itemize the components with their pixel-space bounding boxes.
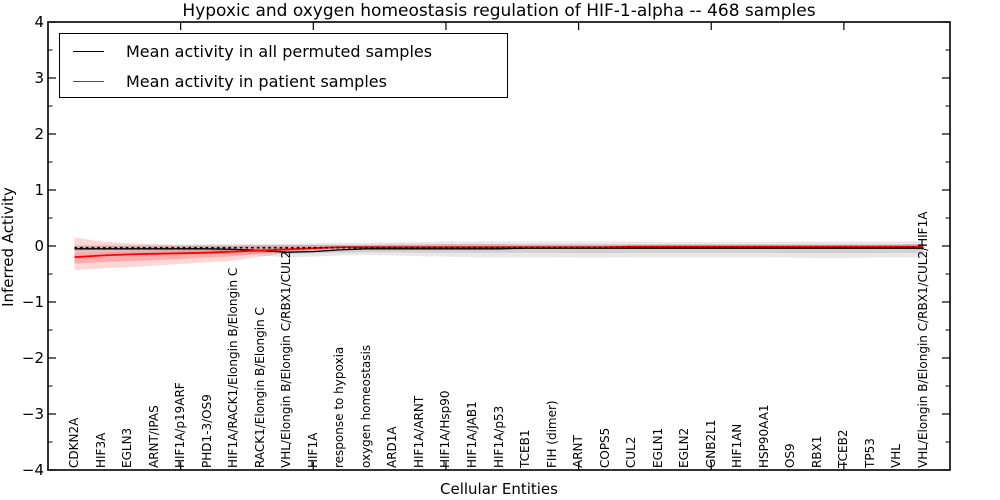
y-tick-label: 3 — [34, 69, 44, 87]
x-tick-label: COPS5 — [597, 427, 612, 468]
x-tick-label: HIF1A/JAB1 — [464, 401, 479, 468]
permuted-spread-outer-band — [74, 241, 924, 259]
legend-item-permuted: Mean activity in all permuted samples — [60, 36, 507, 66]
patient-mean-line — [74, 245, 924, 259]
x-tick-label: ARD1A — [385, 426, 400, 468]
x-tick-label: EGLN3 — [120, 427, 135, 468]
x-tick-label: OS9 — [783, 443, 798, 468]
x-tick-label: HIF1A/p19ARF — [173, 382, 188, 468]
x-axis-label: Cellular Entities — [440, 480, 558, 498]
y-tick-label: −1 — [21, 293, 44, 311]
legend-label: Mean activity in patient samples — [126, 71, 387, 91]
x-tick-label: HIF1AN — [730, 423, 745, 468]
x-tick-label: TP53 — [862, 438, 877, 468]
x-tick-label: VHL/Elongin B/Elongin C/RBX1/CUL2/HIF1A — [915, 211, 930, 468]
chart-title: Hypoxic and oxygen homeostasis regulatio… — [182, 1, 816, 21]
x-tick-label: EGLN1 — [650, 427, 665, 468]
legend-item-patient: Mean activity in patient samples — [60, 66, 507, 96]
y-tick-label: 1 — [34, 181, 44, 199]
x-tick-label: VHL — [889, 444, 904, 468]
x-tick-label: RACK1/Elongin B/Elongin C — [252, 307, 267, 468]
x-tick-label: PHD1-3/OS9 — [199, 394, 214, 468]
x-tick-label: HIF1A/Hsp90 — [438, 390, 453, 468]
x-tick-label: FIH (dimer) — [544, 400, 559, 468]
y-tick-label: 2 — [34, 125, 44, 143]
x-tick-label: oxygen homeostasis — [358, 344, 373, 468]
x-tick-label: RBX1 — [809, 435, 824, 468]
x-tick-label: VHL/Elongin B/Elongin C/RBX1/CUL2 — [279, 250, 294, 468]
y-tick-label: −2 — [21, 349, 44, 367]
y-tick-label: 0 — [34, 237, 44, 255]
x-tick-label: response to hypoxia — [332, 346, 347, 468]
y-tick-label: −4 — [21, 461, 44, 479]
x-tick-label: GNB2L1 — [703, 419, 718, 468]
x-tick-label: HIF1A/RACK1/Elongin B/Elongin C — [226, 267, 241, 468]
x-tick-label: ARNT — [571, 435, 586, 468]
y-tick-label: 4 — [34, 13, 44, 31]
x-tick-label: TCEB2 — [836, 429, 851, 468]
x-tick-label: ARNT/IPAS — [146, 405, 161, 468]
x-tick-label: HIF3A — [93, 432, 108, 468]
legend: Mean activity in all permuted samples Me… — [59, 33, 508, 98]
legend-label: Mean activity in all permuted samples — [126, 41, 433, 61]
x-tick-label: HIF1A — [305, 432, 320, 468]
red-line-swatch — [73, 80, 104, 82]
x-tick-label: CUL2 — [624, 436, 639, 468]
x-tick-label: EGLN2 — [677, 427, 692, 468]
y-tick-label: −3 — [21, 405, 44, 423]
x-tick-label: HIF1A/ARNT — [411, 395, 426, 468]
x-tick-label: HSP90AA1 — [756, 404, 771, 468]
x-tick-label: TCEB1 — [518, 429, 533, 468]
black-line-swatch — [73, 50, 104, 52]
x-tick-label: CDKN2A — [67, 417, 82, 468]
x-tick-label: HIF1A/p53 — [491, 405, 506, 468]
patient-spread-inner-band — [74, 246, 924, 264]
